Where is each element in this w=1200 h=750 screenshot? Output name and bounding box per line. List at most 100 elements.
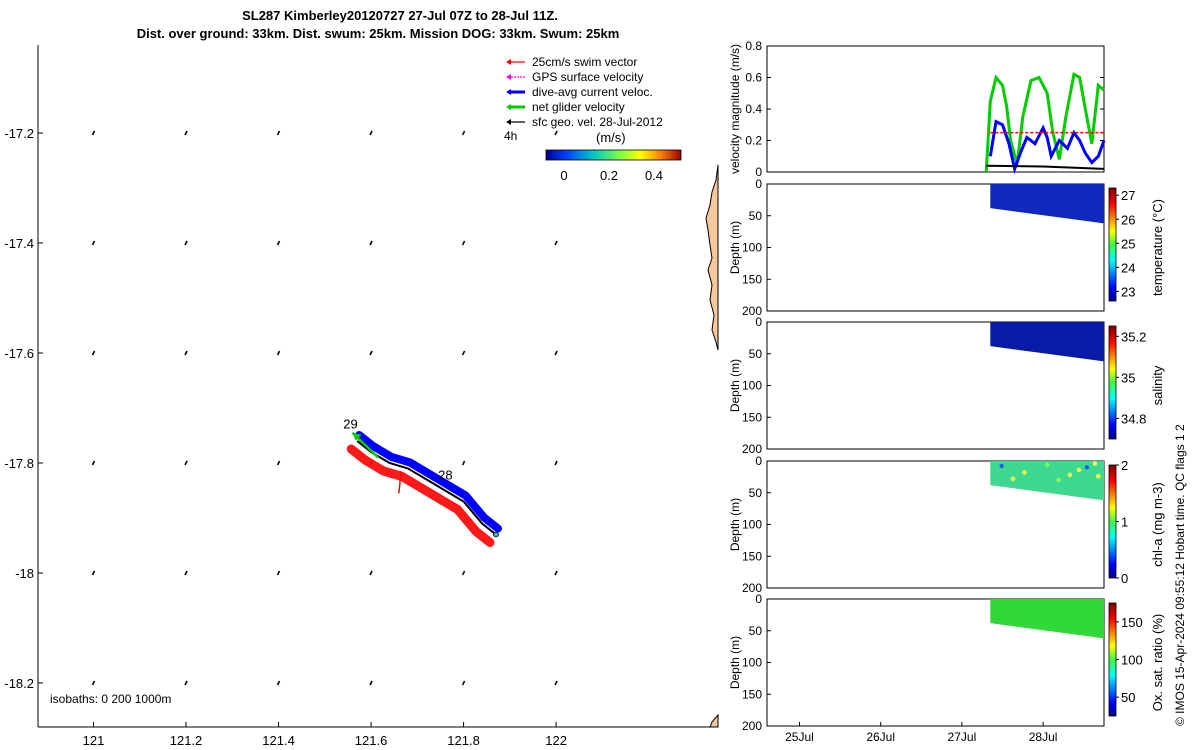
geo-vector-mark — [554, 130, 558, 136]
salinity-data-region — [990, 322, 1104, 362]
depth-tick-label: 50 — [749, 347, 763, 361]
temperature-colorbar-tick-label: 26 — [1121, 212, 1135, 227]
legend-entry-label: net glider velocity — [532, 100, 625, 114]
legend-arrowhead — [506, 104, 511, 110]
legend-arrowhead — [506, 59, 511, 65]
depth-tick-label: 100 — [742, 518, 762, 532]
geo-vector-mark — [554, 570, 558, 576]
salinity-colorbar-tick-label: 35.2 — [1121, 329, 1146, 344]
velocity-ytick-label: 0.8 — [745, 39, 762, 53]
oxygen-colorbar-tick-label: 100 — [1121, 653, 1143, 668]
geo-vector-mark — [369, 570, 373, 576]
map-ytick-label: -17.4 — [4, 236, 34, 251]
geo-vector-mark — [461, 680, 466, 686]
geo-vector-mark — [91, 350, 96, 356]
map-ytick-label: -17.8 — [4, 456, 34, 471]
chla-colorbar-tick-label: 1 — [1121, 515, 1128, 530]
legend-entry-label: GPS surface velocity — [532, 70, 643, 84]
temperature-ylabel: Depth (m) — [728, 221, 742, 274]
depth-tick-label: 50 — [749, 209, 763, 223]
chla-data-sample — [1067, 472, 1073, 478]
geo-vector-mark — [554, 350, 558, 356]
time-xtick-label: 27Jul — [948, 730, 977, 744]
salinity-colorbar — [1108, 325, 1117, 440]
chla-data-region — [990, 461, 1104, 501]
depth-tick-label: 0 — [755, 592, 762, 606]
chla-data-sample — [1022, 470, 1027, 475]
depth-tick-label: 200 — [742, 304, 762, 318]
velocity-ytick-label: 0.6 — [745, 71, 762, 85]
geo-vector-mark — [461, 570, 466, 576]
land-polygon — [705, 164, 719, 351]
oxygen-colorbar-tick-label: 150 — [1121, 615, 1143, 630]
isobaths-label: isobaths: 0 200 1000m — [50, 692, 171, 706]
map-xtick-label: 121.4 — [262, 733, 295, 748]
geo-vector-mark — [554, 240, 558, 246]
side-note: © IMOS 15-Apr-2024 09:55:12 Hobart time.… — [1173, 424, 1187, 726]
depth-tick-label: 0 — [755, 177, 762, 191]
map-ytick-label: -17.6 — [4, 346, 34, 361]
geo-vector-mark — [276, 240, 281, 246]
geo-vector-mark — [461, 350, 466, 356]
velocity-series-net — [984, 72, 1105, 173]
time-xtick-label: 26Jul — [866, 730, 895, 744]
map-ytick-label: -18 — [15, 566, 34, 581]
colorbar-tick-label: 0.2 — [600, 168, 618, 183]
track-day-label: 29 — [343, 416, 357, 431]
temperature-colorbar-tick-label: 24 — [1121, 260, 1135, 275]
oxygen-ylabel: Depth (m) — [728, 636, 742, 689]
track-day-label: 28 — [438, 468, 452, 483]
chla-data-sample — [1056, 477, 1061, 483]
geo-vector-mark — [91, 680, 96, 686]
swim-vector-band — [346, 444, 495, 547]
geo-vector-mark — [91, 130, 96, 136]
temperature-colorbar-label: temperature (°C) — [1150, 199, 1165, 296]
temperature-colorbar-tick-label: 23 — [1121, 284, 1135, 299]
map-xtick-label: 121.8 — [447, 733, 480, 748]
geo-vector-mark — [184, 350, 188, 356]
salinity-panel: 0 50 100 150 200 Depth (m) 34.8 35 35.2 salinity — [728, 315, 1165, 456]
oxygen-colorbar-label: Ox. sat. ratio (%) — [1150, 614, 1165, 712]
geo-vector-mark — [554, 680, 558, 686]
geo-vector-mark — [461, 240, 466, 246]
geo-vector-mark — [461, 460, 466, 466]
chla-data-sample — [1010, 476, 1016, 481]
velocity-ytick-label: 0 — [755, 165, 762, 179]
geo-vector-mark — [184, 130, 188, 136]
chla-panel: 0 50 100 150 200 Depth (m) 0 1 2 chl-a (mg m-3) — [728, 454, 1165, 595]
geo-vector-mark — [369, 680, 373, 686]
track-end-point — [493, 531, 499, 538]
map-background — [38, 45, 718, 727]
legend-arrowhead — [506, 74, 511, 80]
chla-colorbar-tick-label: 2 — [1121, 458, 1128, 473]
map-colorbar — [545, 149, 682, 161]
chla-data-sample — [1084, 465, 1090, 470]
geo-vector-mark — [369, 350, 373, 356]
depth-tick-label: 150 — [742, 410, 762, 424]
geo-vector-mark — [276, 460, 281, 466]
title-line-2: Dist. over ground: 33km. Dist. swum: 25k… — [137, 26, 620, 41]
geo-vector-mark — [369, 130, 373, 136]
chla-ylabel: Depth (m) — [728, 498, 742, 551]
colorbar-unit-label: (m/s) — [596, 130, 626, 145]
depth-tick-label: 150 — [742, 549, 762, 563]
colorbar-tick-label: 0.4 — [645, 168, 663, 183]
velocity-series-geo — [986, 164, 1105, 170]
chla-colorbar — [1108, 464, 1117, 579]
oxygen-colorbar-tick-label: 50 — [1121, 690, 1135, 705]
map-xtick-label: 121 — [83, 733, 105, 748]
depth-tick-label: 150 — [742, 272, 762, 286]
map-ytick-label: -17.2 — [4, 126, 34, 141]
depth-tick-label: 200 — [742, 719, 762, 733]
legend-note: 4h — [504, 129, 517, 143]
geo-vector-mark — [184, 460, 188, 466]
chla-data-sample — [1096, 474, 1101, 479]
velocity-ytick-label: 0.2 — [745, 134, 762, 148]
velocity-series-current — [988, 119, 1106, 175]
oxygen-colorbar — [1108, 602, 1117, 717]
temperature-colorbar — [1108, 187, 1117, 302]
map-xtick-label: 122 — [545, 733, 567, 748]
velocity-ytick-label: 0.4 — [745, 102, 762, 116]
salinity-colorbar-tick-label: 35 — [1121, 370, 1135, 385]
